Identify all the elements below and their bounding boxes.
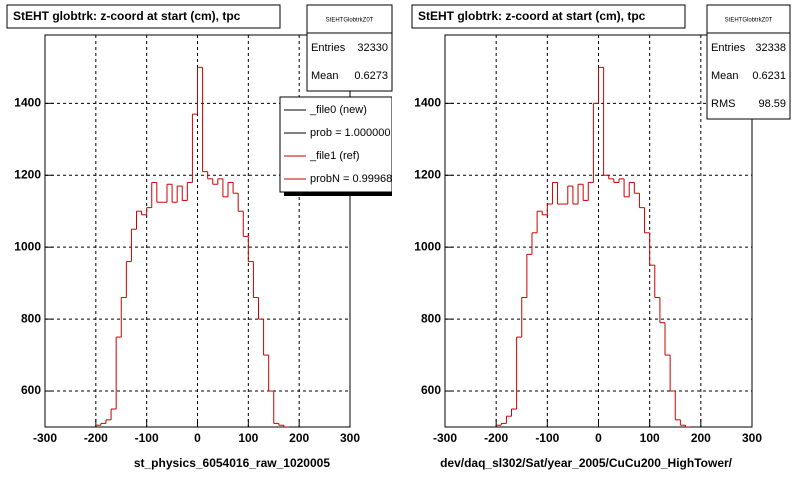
chart-title: StEHT globtrk: z-coord at start (cm), tp…: [418, 9, 646, 23]
legend-label: _file1 (ref): [309, 150, 360, 162]
stats-value: 32330: [357, 42, 388, 54]
stats-box: [706, 4, 791, 120]
x-tick-label: 100: [238, 431, 258, 445]
x-tick-label: -200: [484, 431, 508, 445]
y-tick-label: 1000: [14, 239, 41, 253]
legend-box: [279, 96, 392, 193]
stats-value: 98.59: [758, 98, 786, 110]
x-tick-label: 200: [289, 431, 309, 445]
histogram: [496, 66, 691, 427]
legend-label: _file0 (new): [309, 104, 367, 116]
y-tick-label: 600: [421, 383, 441, 397]
stats-title: StEHTGlobtrkZ0T: [326, 18, 374, 24]
y-tick-label: 1200: [14, 167, 41, 181]
stats-label: RMS: [711, 98, 735, 110]
y-tick-label: 1000: [414, 239, 441, 253]
x-tick-label: 0: [595, 431, 602, 445]
y-tick-label: 800: [421, 311, 441, 325]
y-tick-label: 1400: [414, 96, 441, 110]
x-tick-label: 100: [640, 431, 660, 445]
stats-label: Entries: [311, 42, 346, 54]
legend-label: probN = 0.99968: [310, 173, 392, 185]
histogram: [95, 66, 289, 427]
title-box: [6, 4, 281, 29]
x-axis-label: st_physics_6054016_raw_1020005: [134, 456, 330, 470]
stats-box: [306, 4, 393, 92]
x-tick-label: -300: [433, 431, 457, 445]
stats-value: 0.6273: [354, 70, 388, 82]
y-tick-label: 600: [21, 383, 41, 397]
x-tick-label: 300: [340, 431, 360, 445]
legend-label: prob = 1.000000: [310, 127, 390, 139]
x-tick-label: -100: [135, 431, 159, 445]
x-tick-label: -100: [535, 431, 559, 445]
legend: _file0 (new) prob = 1.000000 _file1 (ref) p…: [279, 96, 392, 196]
stats-label: Entries: [711, 42, 746, 54]
x-tick-label: 200: [691, 431, 711, 445]
chart-title: StEHT globtrk: z-coord at start (cm), tp…: [13, 9, 241, 23]
title-box: [411, 4, 686, 29]
stats-value: 0.6231: [752, 70, 786, 82]
x-tick-label: -200: [84, 431, 108, 445]
x-tick-label: 300: [742, 431, 762, 445]
stats-label: Mean: [711, 70, 739, 82]
stats-value: 32338: [755, 42, 786, 54]
x-tick-label: 0: [194, 431, 201, 445]
stats-label: Mean: [311, 70, 339, 82]
y-tick-label: 1400: [14, 96, 41, 110]
x-tick-label: -300: [33, 431, 57, 445]
y-tick-label: 1200: [414, 167, 441, 181]
stats-title: StEHTGlobtrkZ0T: [725, 18, 773, 24]
x-axis-label: dev/daq_sl302/Sat/year_2005/CuCu200_High…: [440, 456, 733, 470]
y-tick-label: 800: [21, 311, 41, 325]
